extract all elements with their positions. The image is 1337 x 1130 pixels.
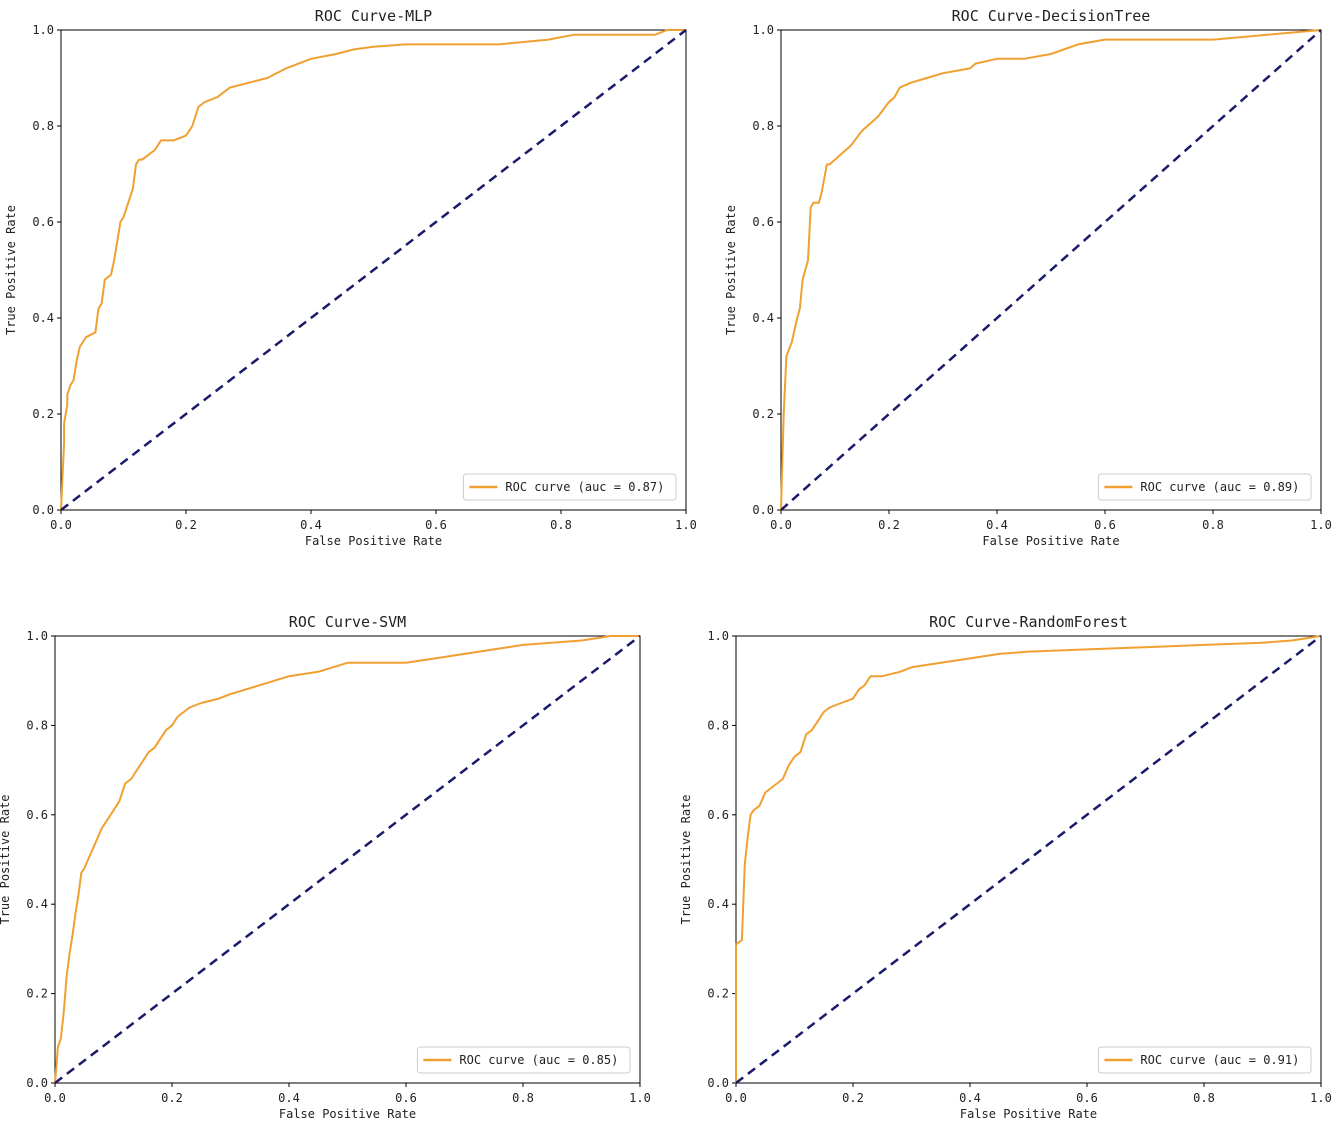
x-tick-label: 0.0 [50, 518, 72, 532]
chance-diagonal-line [54, 635, 641, 1084]
y-tick-label: 0.0 [707, 1076, 729, 1090]
y-tick-label: 0.4 [26, 897, 48, 911]
x-tick-label: 0.2 [878, 518, 900, 532]
y-tick-label: 0.8 [26, 718, 48, 732]
roc-curve-line [60, 29, 686, 511]
x-tick-label: 1.0 [1310, 518, 1332, 532]
chart-title: ROC Curve-MLP [315, 7, 432, 25]
chance-diagonal-line [60, 29, 687, 511]
x-tick-label: 0.8 [512, 1091, 534, 1105]
y-axis-label: True Positive Rate [679, 794, 693, 924]
x-axis-label: False Positive Rate [279, 1107, 416, 1121]
plot-frame [60, 29, 687, 511]
legend-box [1097, 473, 1312, 501]
y-tick-label: 0.8 [707, 718, 729, 732]
legend-box [1097, 1046, 1312, 1074]
y-tick-label: 0.2 [32, 407, 54, 421]
y-tick-label: 0.6 [707, 808, 729, 822]
y-tick-label: 0.6 [752, 215, 774, 229]
x-tick-label: 0.2 [175, 518, 197, 532]
x-tick-label: 0.8 [1193, 1091, 1215, 1105]
chart-panel-randomforest: ROC Curve-RandomForest 0.0 0.2 0.4 0.6 0.8 1.0… [679, 613, 1332, 1121]
chart-panel-svm: ROC Curve-SVM 0.0 0.2 0.4 0.6 0.8 1.0 0.0 0.2 0.4… [0, 613, 651, 1121]
y-tick-label: 0.0 [752, 503, 774, 517]
chart-panel-mlp: ROC Curve-MLP 0.0 0.2 0.4 0.6 0.8 1.0 0.0 0.2 0.4… [4, 7, 697, 548]
roc-curve-line [780, 29, 1322, 511]
x-tick-label: 0.0 [44, 1091, 66, 1105]
legend-label: ROC curve (auc = 0.89) [1140, 480, 1299, 494]
y-tick-label: 0.2 [752, 407, 774, 421]
y-tick-label: 0.6 [26, 808, 48, 822]
y-axis-label: True Positive Rate [0, 794, 12, 924]
y-tick-label: 1.0 [32, 23, 54, 37]
y-axis-label: True Positive Rate [4, 205, 18, 335]
x-tick-label: 0.6 [1094, 518, 1116, 532]
x-tick-label: 0.0 [770, 518, 792, 532]
chance-diagonal-line [735, 635, 1322, 1084]
y-tick-label: 0.8 [32, 119, 54, 133]
y-tick-label: 0.6 [32, 215, 54, 229]
x-tick-label: 0.2 [161, 1091, 183, 1105]
x-tick-label: 0.4 [986, 518, 1008, 532]
legend-box [416, 1046, 631, 1074]
x-axis-label: False Positive Rate [305, 534, 442, 548]
y-tick-label: 0.4 [707, 897, 729, 911]
y-tick-label: 1.0 [707, 629, 729, 643]
plot-frame [780, 29, 1322, 511]
plot-frame [54, 635, 641, 1084]
x-tick-label: 0.6 [1076, 1091, 1098, 1105]
x-tick-label: 0.6 [425, 518, 447, 532]
chart-title: ROC Curve-SVM [289, 613, 406, 631]
legend-label: ROC curve (auc = 0.87) [505, 480, 664, 494]
x-tick-label: 0.8 [1202, 518, 1224, 532]
x-tick-label: 1.0 [675, 518, 697, 532]
x-tick-label: 0.4 [959, 1091, 981, 1105]
chart-panel-decisiontree: ROC Curve-DecisionTree 0.0 0.2 0.4 0.6 0.8 1.0… [724, 7, 1332, 548]
x-tick-label: 0.6 [395, 1091, 417, 1105]
legend-label: ROC curve (auc = 0.85) [459, 1053, 618, 1067]
roc-curve-line [54, 635, 640, 1084]
x-axis-label: False Positive Rate [960, 1107, 1097, 1121]
plot-frame [735, 635, 1322, 1084]
y-tick-label: 1.0 [752, 23, 774, 37]
x-tick-label: 0.0 [725, 1091, 747, 1105]
x-tick-label: 0.4 [300, 518, 322, 532]
y-tick-label: 0.0 [26, 1076, 48, 1090]
x-tick-label: 1.0 [629, 1091, 651, 1105]
y-tick-label: 0.2 [707, 987, 729, 1001]
x-tick-label: 0.8 [550, 518, 572, 532]
legend-label: ROC curve (auc = 0.91) [1140, 1053, 1299, 1067]
x-tick-label: 0.4 [278, 1091, 300, 1105]
y-tick-label: 0.8 [752, 119, 774, 133]
y-tick-label: 0.4 [752, 311, 774, 325]
chance-diagonal-line [780, 29, 1322, 511]
y-tick-label: 0.0 [32, 503, 54, 517]
legend-box [462, 473, 677, 501]
x-tick-label: 0.2 [842, 1091, 864, 1105]
y-tick-label: 1.0 [26, 629, 48, 643]
x-tick-label: 1.0 [1310, 1091, 1332, 1105]
roc-curve-line [735, 635, 1322, 1083]
chart-title: ROC Curve-RandomForest [929, 613, 1128, 631]
x-axis-label: False Positive Rate [982, 534, 1119, 548]
y-axis-label: True Positive Rate [724, 205, 738, 335]
y-tick-label: 0.4 [32, 311, 54, 325]
y-tick-label: 0.2 [26, 987, 48, 1001]
chart-title: ROC Curve-DecisionTree [952, 7, 1151, 25]
